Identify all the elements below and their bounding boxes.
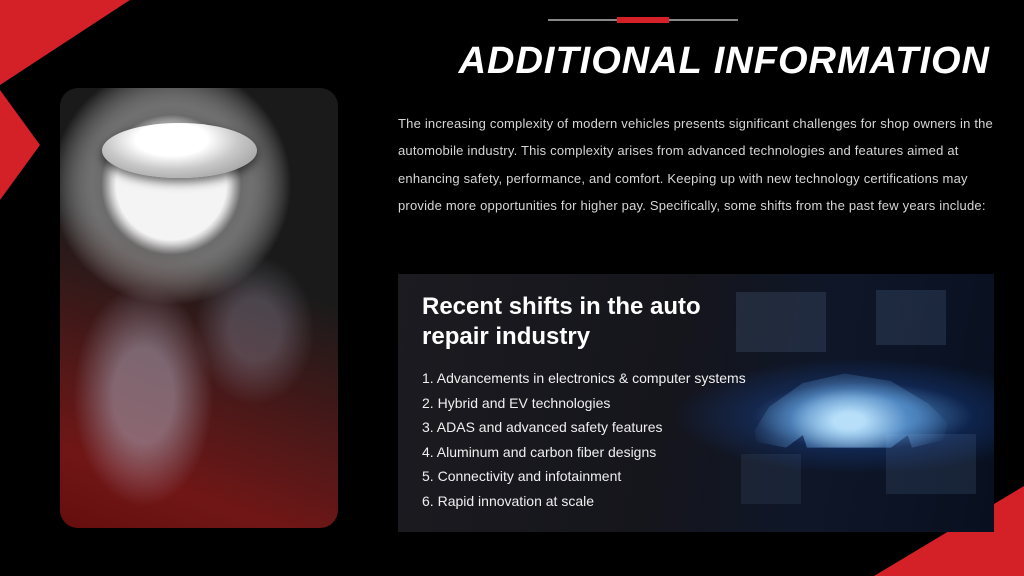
list-item: 3. ADAS and advanced safety features (422, 415, 752, 440)
list-item-text: ADAS and advanced safety features (437, 419, 663, 435)
list-item-text: Rapid innovation at scale (438, 493, 594, 509)
list-item-text: Aluminum and carbon fiber designs (437, 444, 656, 460)
list-item: 1. Advancements in electronics & compute… (422, 366, 752, 391)
list-item-text: Connectivity and infotainment (438, 468, 622, 484)
panel-list: 1. Advancements in electronics & compute… (422, 366, 752, 513)
shifts-panel: Recent shifts in the auto repair industr… (398, 274, 994, 532)
list-item-text: Advancements in electronics & computer s… (437, 370, 746, 386)
triangle-top-left (0, 0, 130, 85)
accent-divider (548, 19, 738, 21)
list-item: 6. Rapid innovation at scale (422, 489, 752, 514)
list-item-text: Hybrid and EV technologies (438, 395, 611, 411)
list-item: 4. Aluminum and carbon fiber designs (422, 440, 752, 465)
list-item: 5. Connectivity and infotainment (422, 464, 752, 489)
page-heading: ADDITIONAL INFORMATION (398, 40, 1000, 83)
triangle-mid-left (0, 90, 40, 200)
panel-title: Recent shifts in the auto repair industr… (422, 292, 742, 352)
list-item: 2. Hybrid and EV technologies (422, 391, 752, 416)
intro-paragraph: The increasing complexity of modern vehi… (398, 110, 994, 219)
engine-image (60, 88, 338, 528)
